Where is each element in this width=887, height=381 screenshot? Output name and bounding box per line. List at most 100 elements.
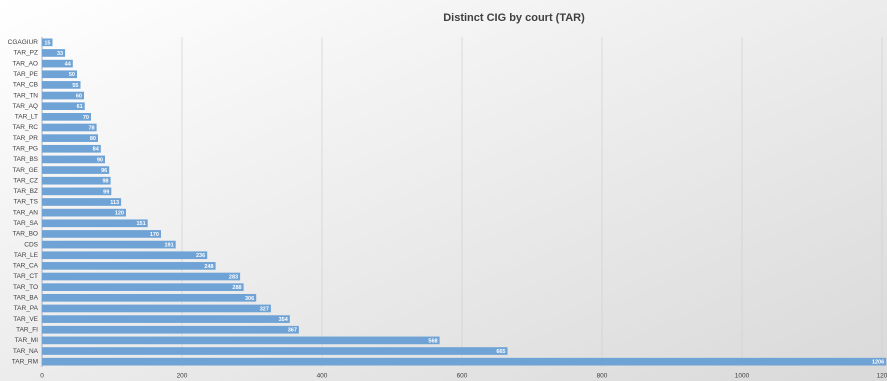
bar	[42, 262, 216, 270]
y-tick-label: TAR_BZ	[14, 188, 38, 195]
y-tick-label: TAR_PG	[12, 145, 38, 152]
y-tick-label: TAR_NA	[13, 348, 39, 355]
value-label: 70	[83, 115, 89, 121]
value-label: 78	[88, 125, 94, 131]
value-label: 306	[245, 296, 254, 302]
bar	[42, 347, 508, 355]
y-tick-label: TAR_BO	[12, 231, 38, 238]
bar	[42, 230, 161, 238]
x-tick-label: 200	[177, 373, 188, 380]
bar	[42, 49, 66, 57]
y-tick-label: TAR_AN	[13, 209, 38, 216]
x-tick-label: 400	[317, 373, 328, 380]
y-tick-label: TAR_LT	[15, 114, 38, 121]
x-tick-label: 800	[597, 373, 608, 380]
value-label: 568	[428, 338, 437, 344]
value-label: 665	[496, 349, 505, 355]
y-tick-label: TAR_AO	[12, 60, 38, 67]
y-tick-label: TAR_LE	[14, 252, 39, 259]
y-tick-label: TAR_TS	[14, 199, 39, 206]
bar	[42, 251, 208, 260]
y-tick-label: TAR_BS	[13, 156, 38, 163]
bar	[42, 325, 299, 334]
bar	[42, 293, 257, 302]
bar	[42, 70, 77, 79]
value-label: 98	[102, 179, 108, 185]
value-label: 90	[97, 157, 103, 163]
bar	[42, 123, 97, 132]
bar	[42, 187, 112, 196]
y-tick-label: TAR_SA	[13, 220, 38, 227]
value-label: 44	[65, 62, 72, 68]
value-label: 367	[288, 328, 297, 334]
bar	[42, 155, 105, 164]
value-label: 236	[196, 253, 205, 259]
y-tick-label: TAR_PA	[14, 305, 39, 312]
value-label: 50	[69, 72, 75, 78]
y-tick-label: TAR_RC	[12, 124, 38, 131]
value-label: 60	[76, 94, 82, 100]
bar	[42, 357, 887, 366]
chart-title: Distinct CIG by court (TAR)	[443, 12, 585, 24]
bar	[42, 113, 91, 121]
bar	[42, 144, 101, 153]
value-label: 248	[204, 264, 213, 270]
y-tick-label: CGAGIUR	[8, 39, 39, 46]
bar	[42, 208, 126, 217]
y-tick-label: TAR_CZ	[13, 177, 38, 184]
value-label: 33	[57, 51, 63, 57]
x-tick-label: 0	[40, 373, 44, 380]
y-tick-label: TAR_RM	[12, 358, 38, 365]
bar	[42, 219, 148, 228]
value-label: 113	[110, 200, 119, 206]
y-tick-label: TAR_VE	[13, 316, 38, 323]
y-tick-label: TAR_BA	[13, 295, 38, 302]
value-label: 80	[90, 136, 96, 142]
y-tick-label: TAR_PZ	[14, 50, 38, 57]
bar	[42, 336, 440, 345]
bar	[42, 315, 290, 323]
bar	[42, 134, 98, 142]
x-tick-label: 1000	[735, 373, 750, 380]
x-tick-label: 120	[877, 373, 887, 380]
y-tick-label: TAR_GE	[12, 167, 38, 174]
value-label: 61	[77, 104, 83, 110]
x-tick-label: 600	[457, 373, 468, 380]
bar	[42, 166, 110, 174]
value-label: 120	[115, 211, 124, 217]
bar	[42, 176, 111, 185]
y-tick-label: TAR_TO	[13, 284, 38, 291]
value-label: 170	[150, 232, 159, 238]
value-label: 327	[260, 306, 269, 312]
value-label: 151	[137, 221, 146, 227]
y-tick-label: TAR_PR	[13, 135, 38, 142]
value-label: 99	[103, 189, 109, 195]
bar	[42, 102, 85, 111]
bar	[42, 240, 176, 249]
y-tick-label: TAR_CT	[13, 273, 38, 280]
value-label: 15	[44, 40, 50, 46]
bar	[42, 38, 53, 47]
bar	[42, 198, 122, 206]
value-label: 354	[279, 317, 289, 323]
value-label: 84	[93, 147, 100, 153]
y-tick-label: TAR_CB	[13, 82, 38, 89]
y-tick-label: TAR_TN	[13, 92, 38, 99]
value-label: 55	[72, 83, 78, 89]
bar	[42, 59, 73, 68]
y-tick-label: TAR_FI	[16, 326, 38, 333]
y-tick-label: TAR_PE	[13, 71, 38, 78]
value-label: 96	[101, 168, 107, 174]
bar	[42, 91, 84, 100]
bar	[42, 81, 81, 89]
y-tick-label: TAR_CA	[13, 263, 39, 270]
y-tick-label: TAR_AQ	[12, 103, 38, 110]
value-label: 288	[232, 285, 241, 291]
y-tick-label: TAR_MI	[15, 337, 39, 344]
value-label: 191	[165, 243, 174, 249]
value-label: 1206	[872, 360, 884, 366]
y-tick-label: CDS	[24, 241, 38, 248]
value-label: 283	[229, 274, 238, 280]
